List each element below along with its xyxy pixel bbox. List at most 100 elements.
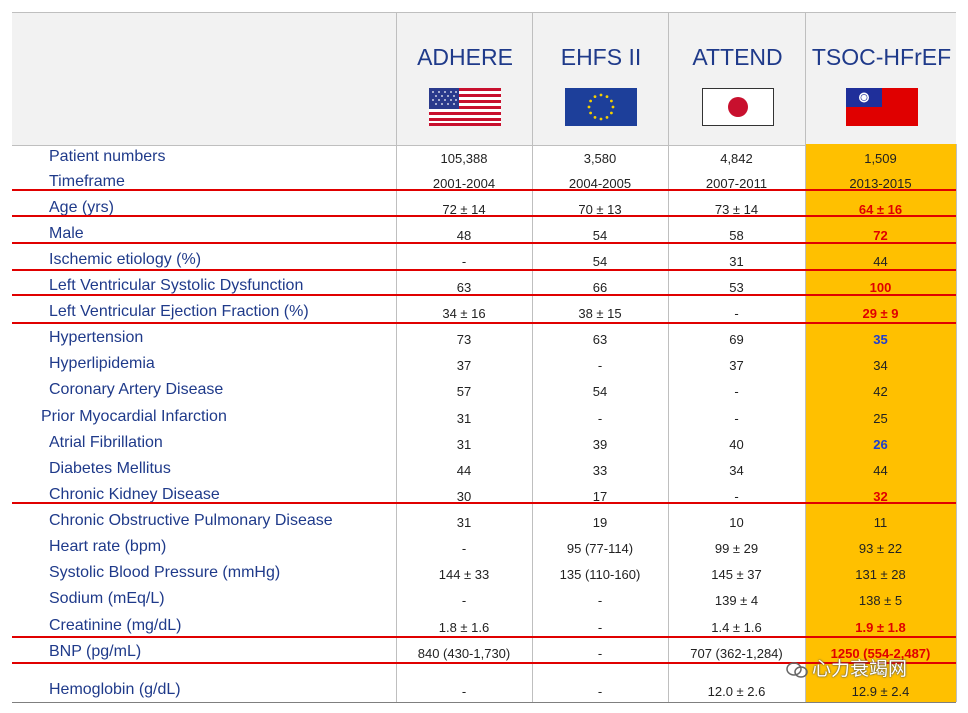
japan-flag-icon	[701, 88, 774, 126]
tsoc-value-cell: 32	[873, 489, 888, 504]
row-label: Diabetes Mellitus	[49, 460, 171, 477]
value-cell: 840 (430-1,730)	[417, 646, 511, 661]
row-label: Hypertension	[49, 329, 144, 346]
value-cell: -	[461, 684, 467, 699]
value-cell: -	[597, 620, 603, 635]
emphasis-line	[12, 269, 956, 271]
value-cell: 39	[592, 437, 608, 452]
column-divider	[805, 144, 806, 702]
table-row: Heart rate (bpm) - 95 (77-114) 99 ± 29 93 ± …	[0, 536, 968, 562]
table-row: Left Ventricular Ejection Fraction (%) 34…	[0, 301, 968, 327]
value-cell: 2004-2005	[568, 176, 632, 191]
value-cell: 37	[729, 358, 744, 373]
header-col-tsoc: TSOC-HFrEF	[805, 12, 957, 144]
emphasis-line	[12, 215, 956, 217]
value-cell: 54	[592, 254, 608, 269]
value-cell: 31	[456, 411, 472, 426]
value-cell: 1.4 ± 1.6	[711, 620, 762, 635]
table-row: Coronary Artery Disease 57 54 - 42	[0, 379, 968, 405]
eu-flag-icon	[565, 88, 637, 126]
table-row: Hypertension 73 63 69 35	[0, 327, 968, 353]
row-label: Sodium (mEq/L)	[49, 590, 165, 607]
value-cell: 3,580	[583, 151, 617, 166]
row-label: Male	[49, 225, 84, 242]
value-cell: 144 ± 33	[438, 567, 490, 582]
row-label: Chronic Kidney Disease	[49, 486, 220, 503]
value-cell: 66	[592, 280, 608, 295]
value-cell: -	[597, 593, 603, 608]
value-cell: 54	[592, 228, 608, 243]
tsoc-value-cell: 1,509	[864, 151, 897, 166]
value-cell: 31	[456, 437, 472, 452]
row-label: BNP (pg/mL)	[49, 643, 142, 660]
registry-name: ADHERE	[417, 44, 513, 70]
table-row: Left Ventricular Systolic Dysfunction 63 6…	[0, 275, 968, 301]
value-cell: 33	[592, 463, 608, 478]
value-cell: 34 ± 16	[442, 306, 486, 321]
value-cell: 70 ± 13	[578, 202, 622, 217]
usa-flag-icon	[429, 88, 501, 126]
registry-name: ATTEND	[692, 44, 783, 70]
value-cell: -	[597, 358, 603, 373]
row-label: Left Ventricular Systolic Dysfunction	[49, 277, 304, 294]
row-label: Coronary Artery Disease	[49, 381, 224, 398]
row-label: Hyperlipidemia	[49, 355, 155, 372]
table-row: Timeframe 2001-2004 2004-2005 2007-2011 2013…	[0, 171, 968, 197]
tsoc-value-cell: 12.9 ± 2.4	[851, 684, 910, 699]
table-row: BNP (pg/mL) 840 (430-1,730) - 707 (362-1,28…	[0, 641, 968, 667]
table-row: Ischemic etiology (%) - 54 31 44	[0, 249, 968, 275]
emphasis-line	[12, 502, 956, 504]
value-cell: -	[734, 384, 739, 399]
tsoc-value-cell: 42	[873, 384, 888, 399]
column-divider	[396, 144, 397, 702]
table-row: Patient numbers 105,388 3,580 4,842 1,509	[0, 146, 968, 172]
value-cell: 54	[592, 384, 608, 399]
tsoc-value-cell: 11	[873, 515, 888, 530]
table-row: Hemoglobin (g/dL) - - 12.0 ± 2.6 12.9 ± 2.4	[0, 679, 968, 705]
row-label: Hemoglobin (g/dL)	[49, 681, 181, 698]
emphasis-line	[12, 636, 956, 638]
value-cell: -	[461, 541, 467, 556]
table-row: Prior Myocardial Infarction 31 - - 25	[0, 406, 968, 432]
value-cell: 37	[456, 358, 472, 373]
table-row: Diabetes Mellitus 44 33 34 44	[0, 458, 968, 484]
tsoc-value-cell: 34	[873, 358, 888, 373]
value-cell: 72 ± 14	[442, 202, 486, 217]
tsoc-value-cell: 2013-2015	[849, 176, 912, 191]
tsoc-value-cell: 44	[873, 463, 888, 478]
value-cell: 99 ± 29	[714, 541, 759, 556]
chat-bubble-icon	[786, 662, 808, 678]
value-cell: 73	[456, 332, 472, 347]
value-cell: 48	[456, 228, 472, 243]
row-label: Prior Myocardial Infarction	[41, 408, 227, 425]
tsoc-value-cell: 1.9 ± 1.8	[855, 620, 906, 635]
value-cell: 53	[729, 280, 744, 295]
table-row: Sodium (mEq/L) - - 139 ± 4 138 ± 5	[0, 588, 968, 614]
row-label: Ischemic etiology (%)	[49, 251, 202, 268]
row-label: Patient numbers	[49, 148, 166, 165]
value-cell: 30	[456, 489, 472, 504]
table-row: Male 48 54 58 72	[0, 223, 968, 249]
value-cell: -	[461, 254, 467, 269]
table-row: Chronic Kidney Disease 30 17 - 32	[0, 484, 968, 510]
value-cell: -	[461, 593, 467, 608]
header-col-adhere: ADHERE	[396, 12, 533, 144]
emphasis-line	[12, 322, 956, 324]
value-cell: 63	[592, 332, 608, 347]
table-row: Chronic Obstructive Pulmonary Disease 31 1…	[0, 510, 968, 536]
value-cell: 105,388	[440, 151, 488, 166]
value-cell: 58	[729, 228, 744, 243]
tsoc-value-cell: 100	[869, 280, 892, 295]
value-cell: 17	[592, 489, 608, 504]
registry-name: EHFS II	[560, 44, 642, 70]
value-cell: 73 ± 14	[714, 202, 759, 217]
value-cell: 12.0 ± 2.6	[707, 684, 766, 699]
value-cell: 707 (362-1,284)	[690, 646, 783, 661]
value-cell: 1.8 ± 1.6	[438, 620, 490, 635]
value-cell: 19	[592, 515, 608, 530]
tsoc-value-cell: 93 ± 22	[858, 541, 903, 556]
emphasis-line	[12, 242, 956, 244]
value-cell: -	[734, 306, 739, 321]
emphasis-line	[12, 662, 956, 664]
